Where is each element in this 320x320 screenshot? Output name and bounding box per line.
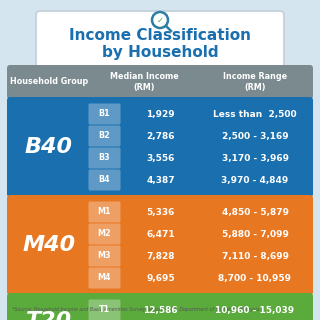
FancyBboxPatch shape <box>7 293 313 320</box>
Text: ✓: ✓ <box>156 15 164 25</box>
Text: 3,970 - 4,849: 3,970 - 4,849 <box>221 175 289 185</box>
Text: T20: T20 <box>26 311 72 320</box>
Text: M2: M2 <box>98 229 111 238</box>
FancyBboxPatch shape <box>89 223 121 244</box>
FancyBboxPatch shape <box>89 268 121 289</box>
FancyBboxPatch shape <box>89 245 121 267</box>
Text: Less than  2,500: Less than 2,500 <box>213 109 297 118</box>
FancyBboxPatch shape <box>89 148 121 169</box>
Text: Income Classification: Income Classification <box>69 28 251 43</box>
Text: Income Range
(RM): Income Range (RM) <box>223 72 287 92</box>
Text: 8,700 - 10,959: 8,700 - 10,959 <box>219 274 292 283</box>
Text: 5,880 - 7,099: 5,880 - 7,099 <box>221 229 288 238</box>
Text: 10,960 - 15,039: 10,960 - 15,039 <box>215 306 295 315</box>
Text: Median Income
(RM): Median Income (RM) <box>110 72 178 92</box>
Text: B2: B2 <box>99 132 110 140</box>
Text: B40: B40 <box>25 137 73 157</box>
Text: M40: M40 <box>22 235 76 255</box>
Text: M4: M4 <box>98 274 111 283</box>
Text: 3,170 - 3,969: 3,170 - 3,969 <box>221 154 289 163</box>
Text: B3: B3 <box>99 154 110 163</box>
Text: M3: M3 <box>98 252 111 260</box>
Text: B1: B1 <box>99 109 110 118</box>
Text: B4: B4 <box>99 175 110 185</box>
Text: 3,556: 3,556 <box>146 154 175 163</box>
FancyBboxPatch shape <box>89 125 121 147</box>
FancyBboxPatch shape <box>89 202 121 222</box>
Text: 2,500 - 3,169: 2,500 - 3,169 <box>222 132 288 140</box>
Text: 9,695: 9,695 <box>146 274 175 283</box>
Text: Household Group: Household Group <box>10 77 88 86</box>
Text: 1,929: 1,929 <box>146 109 175 118</box>
Text: 6,471: 6,471 <box>146 229 175 238</box>
Text: 4,850 - 5,879: 4,850 - 5,879 <box>221 207 289 217</box>
FancyBboxPatch shape <box>89 170 121 190</box>
FancyBboxPatch shape <box>7 65 313 99</box>
Text: 7,828: 7,828 <box>146 252 175 260</box>
Text: *Source: Household Income and Basic Amenities Survey Report 2019, Department of : *Source: Household Income and Basic Amen… <box>12 307 260 312</box>
Text: 4,387: 4,387 <box>146 175 175 185</box>
FancyBboxPatch shape <box>89 300 121 320</box>
Text: 7,110 - 8,699: 7,110 - 8,699 <box>221 252 289 260</box>
Text: 5,336: 5,336 <box>146 207 175 217</box>
Text: 2,786: 2,786 <box>146 132 175 140</box>
FancyBboxPatch shape <box>36 11 284 69</box>
FancyBboxPatch shape <box>89 103 121 124</box>
FancyBboxPatch shape <box>7 195 313 295</box>
FancyBboxPatch shape <box>7 97 313 197</box>
Text: 12,586: 12,586 <box>143 306 178 315</box>
Text: by Household: by Household <box>102 44 218 60</box>
Text: M1: M1 <box>98 207 111 217</box>
Text: T1: T1 <box>99 306 110 315</box>
